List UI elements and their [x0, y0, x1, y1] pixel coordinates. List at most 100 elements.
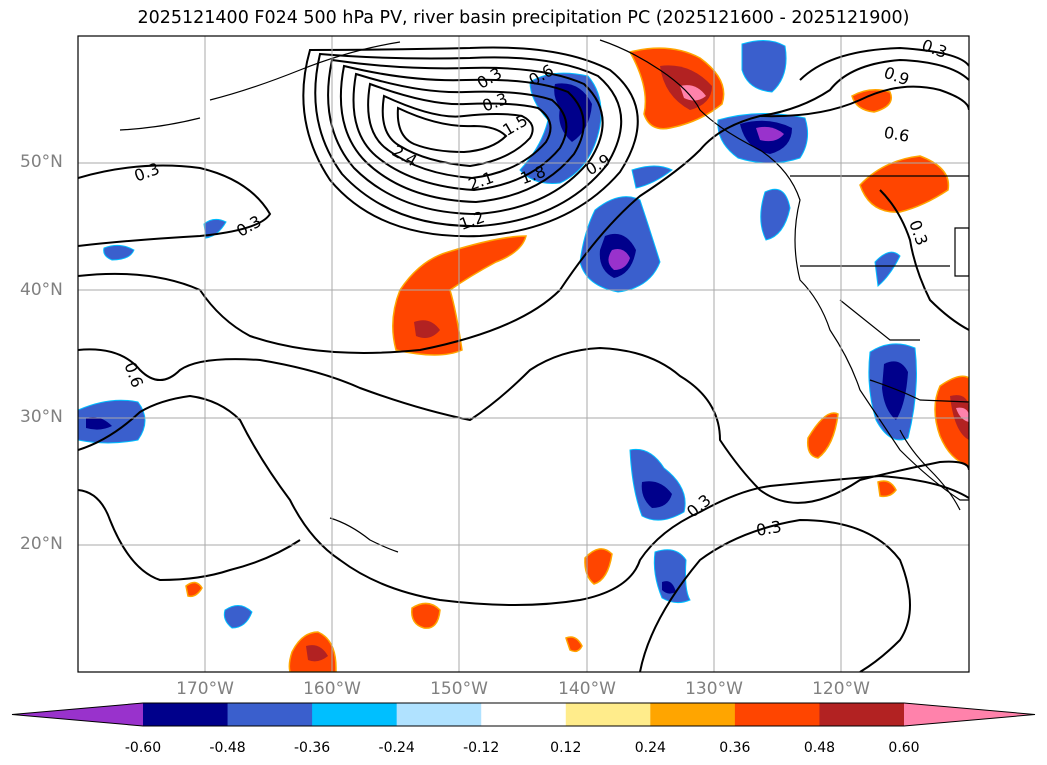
pv-contour: [78, 164, 272, 247]
pos-anomaly-area: [565, 636, 583, 653]
pv-contour: [799, 46, 969, 81]
colorbar-tick-label: 0.60: [888, 740, 920, 756]
pv-contour: [78, 58, 969, 354]
pv-contour: [78, 346, 969, 504]
neg-anomaly-peak: [756, 126, 784, 142]
pv-contour: [396, 106, 508, 154]
contour-label: 0.6: [120, 360, 147, 390]
contour-label: 0.3: [755, 517, 783, 540]
pv-contour: [327, 58, 604, 216]
pv-contour: [302, 46, 639, 238]
colorbar-segment: [143, 703, 229, 726]
colorbar-tick-label: -0.12: [463, 740, 500, 756]
neg-anomaly-area: [874, 251, 901, 287]
colorbar-extend-max: [904, 703, 1035, 726]
lon-label-160w: 160°W: [303, 679, 361, 699]
neg-anomaly-core: [86, 417, 112, 430]
pv-contour: [78, 394, 969, 606]
pos-anomaly-area: [877, 480, 897, 498]
contour-label: 0.9: [881, 63, 911, 90]
coastline: [899, 429, 961, 511]
pos-anomaly-core: [306, 645, 328, 662]
neg-anomaly-area: [78, 399, 146, 444]
colorbar-segment: [481, 703, 567, 726]
colorbar-tick-label: 0.24: [634, 740, 666, 756]
border: [839, 299, 920, 341]
colorbar-segment: [650, 703, 736, 726]
map-frame: [77, 35, 970, 673]
lon-label-140w: 140°W: [558, 679, 616, 699]
colorbar-segment: [565, 703, 651, 726]
lat-label-50n: 50°N: [20, 152, 63, 172]
coastline: [209, 41, 401, 101]
pv-contour: [78, 489, 301, 582]
colorbar-extend-min: [12, 703, 143, 726]
lon-label-150w: 150°W: [430, 679, 488, 699]
colorbar-tick-label: -0.60: [124, 740, 162, 756]
pv-contour: [381, 94, 534, 168]
neg-anomaly-area: [631, 165, 673, 189]
neg-anomaly-peak: [608, 249, 630, 270]
colorbar-outline: [11, 702, 1036, 727]
lon-label-120w: 120°W: [812, 679, 870, 699]
neg-anomaly-area: [653, 549, 691, 604]
pv-contour: [339, 64, 585, 204]
pos-anomaly-area: [859, 155, 950, 213]
colorbar-tick-label: -0.48: [209, 740, 246, 756]
lat-label-20n: 20°N: [20, 534, 63, 554]
coastline: [599, 39, 969, 501]
pos-anomaly-peak: [680, 85, 706, 101]
neg-anomaly-core: [662, 581, 676, 594]
border: [869, 379, 969, 403]
colorbar-segment: [396, 703, 482, 726]
colorbar-segment: [819, 703, 905, 726]
pos-anomaly-area: [806, 412, 839, 459]
colorbar: [11, 702, 1036, 727]
graticule: [78, 36, 969, 672]
contour-label: 0.6: [882, 123, 910, 146]
colorbar-segment: [227, 703, 313, 726]
pos-anomaly-area: [185, 581, 203, 598]
colorbar-tick-label: -0.24: [378, 740, 415, 756]
neg-anomaly-core: [641, 481, 672, 508]
pv-contour-layer: [78, 46, 969, 672]
neg-anomaly-area: [741, 40, 787, 93]
neg-anomaly-core: [882, 361, 908, 420]
contour-label: 1.2: [457, 207, 487, 234]
precip-anomaly-layer: [78, 40, 969, 672]
contour-label: 0.3: [905, 218, 932, 248]
pv-contour: [367, 82, 552, 180]
colorbar-tick-label: 0.48: [803, 740, 836, 756]
pv-contour: [314, 52, 623, 228]
colorbar-segment: [312, 703, 398, 726]
colorbar-tick-label: -0.36: [293, 740, 331, 756]
pv-contour: [879, 189, 969, 331]
pv-contour: [352, 72, 568, 192]
pos-anomaly-core: [414, 320, 440, 338]
colorbar-segment: [734, 703, 820, 726]
pv-contour: [759, 85, 969, 118]
contour-label: 0.3: [919, 35, 949, 62]
coastline: [329, 517, 399, 553]
lat-label-30n: 30°N: [20, 407, 63, 427]
coastline-layer: [119, 39, 969, 553]
neg-anomaly-area: [103, 244, 135, 261]
contour-label: 0.3: [233, 211, 265, 240]
neg-anomaly-area: [760, 188, 791, 241]
coastline: [119, 117, 201, 131]
contour-label: 2.1: [466, 168, 496, 195]
border: [954, 227, 969, 277]
neg-anomaly-area: [203, 218, 227, 239]
map-title: 2025121400 F024 500 hPa PV, river basin …: [137, 8, 910, 28]
lat-label-40n: 40°N: [20, 280, 63, 300]
pos-anomaly-area: [411, 602, 441, 629]
pv-contour: [639, 518, 911, 672]
colorbar-tick-label: 0.36: [719, 740, 751, 756]
neg-anomaly-area: [223, 605, 253, 629]
lon-label-130w: 130°W: [685, 679, 743, 699]
colorbar-tick-label: 0.12: [550, 740, 582, 756]
contour-label: 0.3: [683, 490, 715, 521]
pos-anomaly-area: [584, 548, 613, 585]
pos-anomaly-area: [851, 89, 892, 113]
lon-label-170w: 170°W: [176, 679, 234, 699]
